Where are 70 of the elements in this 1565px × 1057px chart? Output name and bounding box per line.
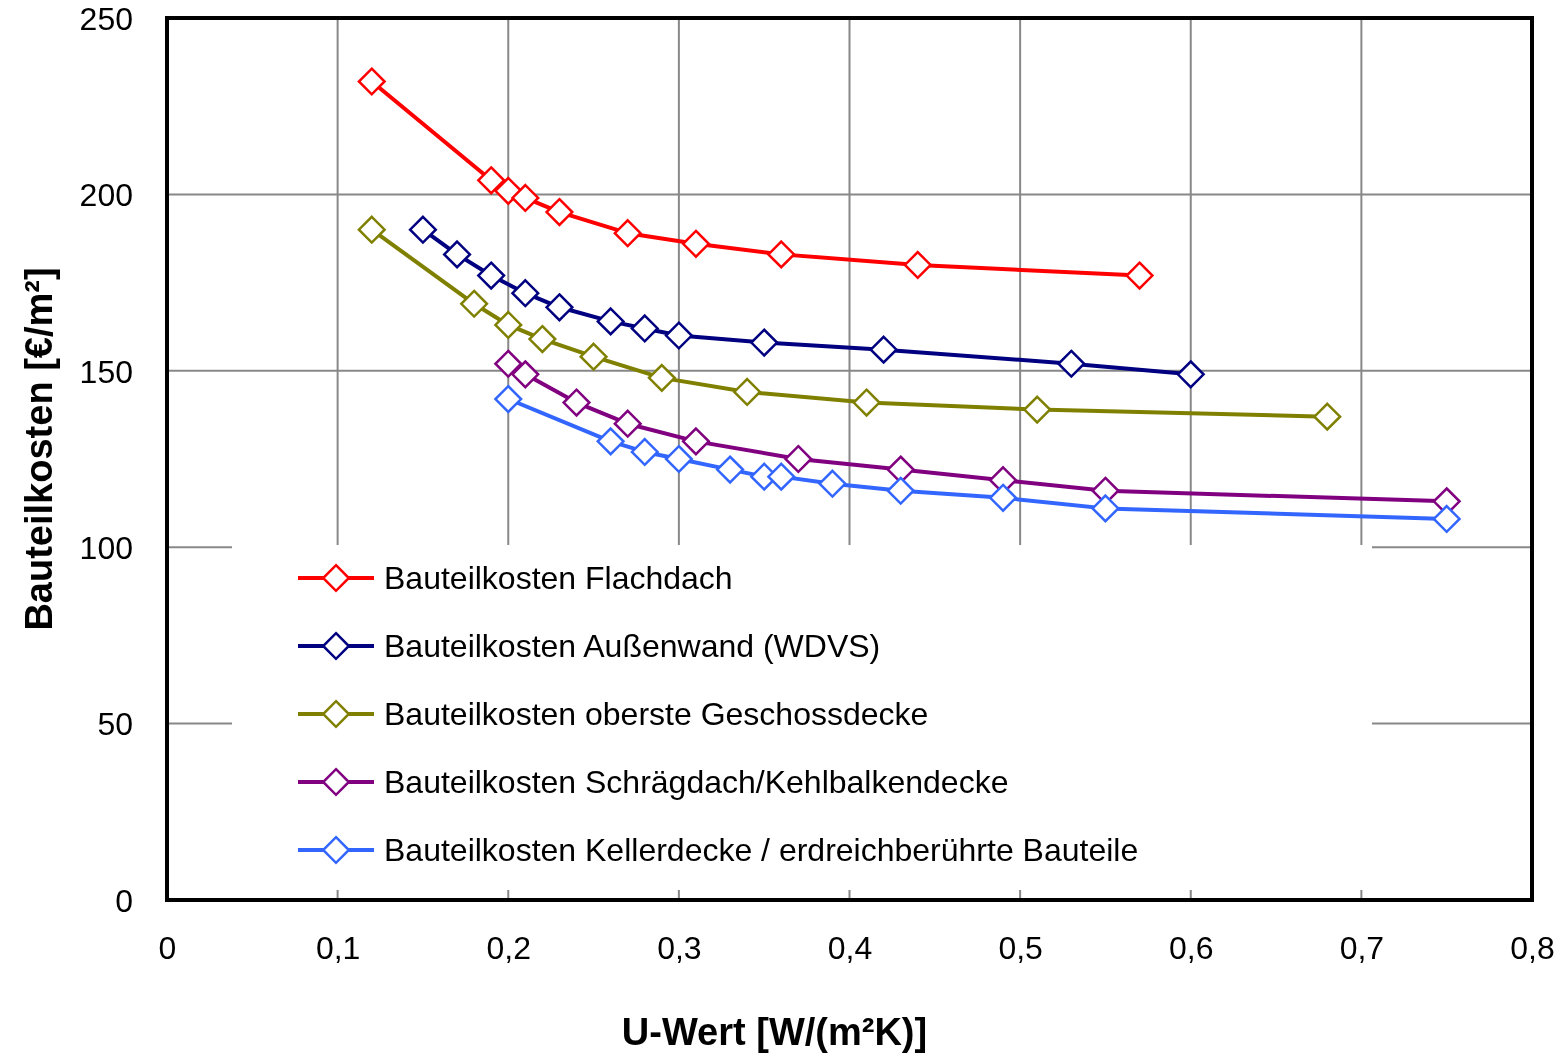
point <box>903 250 932 280</box>
legend-label: Bauteilkosten Flachdach <box>384 560 733 597</box>
x-tick-label: 0 <box>158 929 177 966</box>
x-tick-label: 0,3 <box>657 929 702 966</box>
point <box>733 377 762 407</box>
x-tick-label: 0,1 <box>315 929 361 966</box>
point <box>545 293 574 322</box>
point <box>886 476 915 505</box>
point <box>664 321 693 350</box>
point <box>784 444 813 474</box>
point <box>1057 349 1086 378</box>
x-tick-label: 0,5 <box>998 929 1043 966</box>
x-tick-label: 0,4 <box>827 929 873 966</box>
point <box>1313 402 1342 431</box>
point <box>596 427 625 456</box>
point <box>511 360 540 389</box>
y-axis-title: Bauteilkosten [€/m²] <box>18 267 60 631</box>
point <box>528 324 557 354</box>
y-tick-label: 250 <box>79 0 133 37</box>
x-tick-label: 0,8 <box>1510 929 1555 966</box>
point <box>1432 504 1461 534</box>
legend-label: Bauteilkosten Außenwand (WDVS) <box>384 628 881 665</box>
point <box>477 261 506 290</box>
point <box>1023 395 1052 424</box>
point <box>357 67 386 96</box>
point <box>357 215 386 244</box>
point <box>1125 261 1154 290</box>
point <box>511 279 540 308</box>
point <box>562 388 591 417</box>
point <box>494 384 523 414</box>
point <box>647 363 676 392</box>
point <box>715 455 745 484</box>
point <box>630 437 659 467</box>
point <box>869 335 898 364</box>
x-axis-title: U-Wert [W/(m²K)] <box>621 1011 928 1053</box>
point <box>750 328 779 357</box>
point <box>630 314 659 343</box>
x-tick-label: 0,7 <box>1339 929 1385 966</box>
point <box>579 342 608 371</box>
point <box>596 307 625 336</box>
point <box>664 444 693 474</box>
legend-label: Bauteilkosten Kellerdecke / erdreichberührte Bauteile <box>384 832 1139 869</box>
y-tick-label: 100 <box>79 529 133 566</box>
y-tick-label: 50 <box>97 706 133 743</box>
point <box>442 240 472 269</box>
y-tick-label: 200 <box>79 177 133 214</box>
legend-label: Bauteilkosten oberste Geschossdecke <box>384 696 929 733</box>
point <box>613 219 642 248</box>
point <box>511 183 540 213</box>
x-tick-label: 0,2 <box>486 929 531 966</box>
point <box>408 215 438 244</box>
point <box>681 229 711 258</box>
point <box>494 349 523 378</box>
x-tick-label: 0,6 <box>1169 929 1214 966</box>
point <box>494 310 523 340</box>
point <box>988 483 1018 512</box>
y-tick-label: 150 <box>79 353 133 390</box>
point <box>1091 494 1120 523</box>
point <box>460 289 489 318</box>
point <box>681 427 711 456</box>
point <box>767 240 796 269</box>
point <box>852 388 881 417</box>
point <box>477 166 506 195</box>
y-tick-label: 0 <box>115 882 133 919</box>
point <box>818 469 847 498</box>
point <box>1176 360 1205 389</box>
point <box>545 197 574 227</box>
point <box>767 462 796 491</box>
point <box>613 409 642 438</box>
legend-label: Bauteilkosten Schrägdach/Kehlbalkendecke <box>384 764 1009 801</box>
